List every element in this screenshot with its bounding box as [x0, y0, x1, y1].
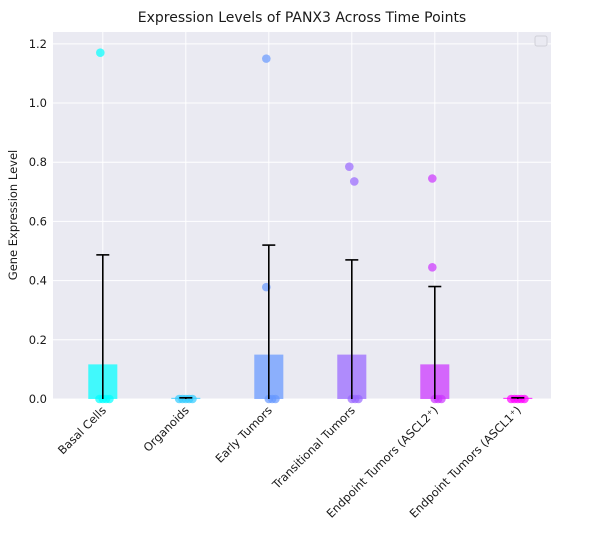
x-tick-label: Early Tumors — [213, 403, 275, 465]
y-gridlines — [53, 43, 551, 400]
x-tick-label: Organoids — [140, 403, 191, 454]
y-tick-label: 0.2 — [29, 333, 47, 347]
data-point — [428, 262, 437, 272]
y-tick-label: 0.4 — [29, 274, 47, 288]
y-tick-labels: 0.0 0.2 0.4 0.6 0.8 1.0 1.2 — [29, 37, 47, 406]
legend-box — [534, 35, 548, 47]
data-point — [96, 48, 105, 58]
error-bars — [96, 244, 525, 399]
y-axis-label: Gene Expression Level — [6, 150, 20, 280]
y-tick-label: 0.0 — [29, 392, 47, 406]
data-point — [520, 394, 529, 404]
data-point — [428, 174, 437, 183]
y-tick-label: 1.2 — [29, 37, 47, 51]
y-tick-label: 1.0 — [29, 96, 47, 110]
data-point — [105, 394, 114, 404]
y-tick-label: 0.6 — [29, 214, 47, 228]
x-tick-label: Basal Cells — [55, 403, 109, 457]
data-point — [349, 177, 359, 186]
x-tick-label: Transitional Tumors — [269, 403, 358, 492]
data-point — [354, 394, 363, 404]
x-tick-labels: Basal Cells Organoids Early TumorsTransiti… — [55, 403, 524, 520]
data-point — [262, 54, 271, 63]
data-point — [271, 394, 280, 404]
y-tick-label: 0.8 — [29, 155, 47, 169]
data-point — [345, 162, 354, 171]
data-point — [188, 394, 197, 404]
plot-background — [53, 32, 551, 399]
data-point — [437, 394, 446, 404]
chart-title: Expression Levels of PANX3 Across Time P… — [138, 10, 466, 26]
